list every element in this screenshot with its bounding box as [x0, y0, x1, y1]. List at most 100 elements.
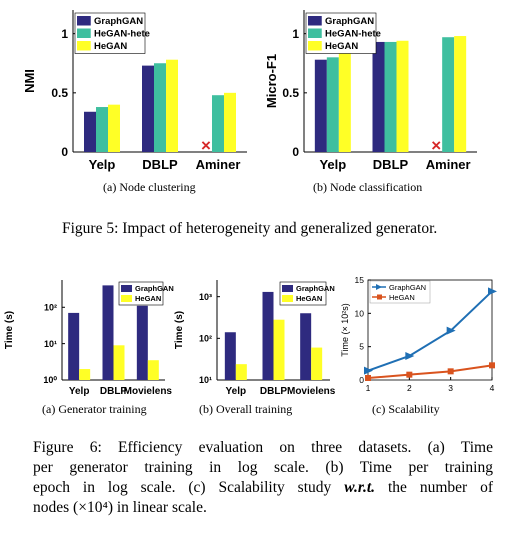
x-tick-label: DBLP: [100, 386, 128, 397]
legend-swatch: [308, 16, 322, 26]
data-point-graphgan: [488, 287, 497, 296]
figure-6-line-1: Figure 6: Efficiency evaluation on three…: [33, 439, 493, 456]
bar-hegan: [338, 52, 351, 152]
bar-graphgan: [142, 65, 154, 152]
y-tick-label: 0: [292, 145, 299, 159]
nmi-chart: 0 0.5 1 NMI Yelp DBLP × Aminer GraphGAN HeGAN-het…: [22, 10, 247, 172]
missing-value-marker: ×: [431, 136, 441, 155]
y-tick-label: 1: [61, 27, 68, 41]
y-tick-label: 10¹: [44, 339, 57, 349]
legend-swatch: [77, 28, 91, 38]
y-axis-label: NMI: [22, 69, 37, 93]
legend-swatch: [308, 28, 322, 38]
x-tick-label: 3: [448, 383, 453, 393]
bar-hegan: [235, 364, 247, 380]
legend-label: HeGAN: [296, 294, 322, 303]
y-tick-label: 1: [292, 27, 299, 41]
x-tick-label: 1: [366, 383, 371, 393]
overall-training-chart: 10¹ 10² 10³ Time (s) Yelp DBLP Movielens GraphG…: [174, 280, 336, 397]
data-point-hegan: [365, 375, 371, 381]
missing-value-marker: ×: [201, 136, 211, 155]
bar-graphgan: [84, 111, 96, 152]
bar-hegan: [113, 345, 125, 380]
bar-hegan: [454, 36, 467, 152]
figure-6-line-4: nodes (×10⁴) in linear scale.: [33, 499, 207, 516]
x-tick-label: Aminer: [196, 157, 241, 172]
bar-hegan: [273, 319, 285, 380]
y-tick-label: 10²: [44, 302, 57, 312]
y-tick-label: 10²: [199, 333, 212, 343]
y-tick-label: 10⁰: [43, 375, 57, 385]
y-tick-label: 0: [61, 145, 68, 159]
figure-6-wrt: w.r.t.: [344, 479, 376, 496]
y-axis-label: Time (s): [174, 311, 185, 349]
y-tick-label: 5: [359, 342, 364, 352]
x-tick-label: DBLP: [142, 157, 178, 172]
series-line-graphgan: [367, 290, 493, 372]
bar-hegan-hete: [96, 107, 108, 152]
bar-graphgan: [300, 313, 312, 380]
x-tick-label: Movielens: [124, 386, 173, 397]
y-tick-label: 0.5: [282, 86, 299, 100]
legend-label: HeGAN: [325, 41, 358, 52]
x-tick-label: Aminer: [426, 157, 471, 172]
x-tick-label: Movielens: [287, 386, 336, 397]
x-tick-label: DBLP: [260, 386, 288, 397]
legend-label: GraphGAN: [325, 16, 374, 27]
x-tick-label: 2: [407, 383, 412, 393]
data-point-graphgan: [364, 366, 373, 375]
bar-graphgan: [224, 332, 236, 380]
caption-generator-training: (a) Generator training: [42, 402, 147, 416]
data-point-graphgan: [405, 352, 415, 360]
y-tick-label: 10¹: [199, 375, 212, 385]
legend-marker: [376, 284, 382, 290]
legend-swatch: [77, 41, 91, 51]
y-tick-label: 0: [359, 375, 364, 385]
y-tick-label: 15: [355, 275, 365, 285]
legend-label: HeGAN-hete: [325, 29, 381, 40]
caption-scalability: (c) Scalability: [372, 402, 440, 416]
caption-overall-training: (b) Overall training: [199, 402, 293, 416]
y-axis-label: Time (× 10²s): [340, 303, 350, 356]
bar-hegan: [166, 59, 178, 153]
x-tick-label: Yelp: [319, 157, 346, 172]
legend-swatch: [77, 16, 91, 26]
legend-swatch: [121, 295, 132, 302]
legend-label: GraphGAN: [94, 16, 143, 27]
bar-hegan-hete: [212, 95, 224, 152]
bar-hegan-hete: [384, 41, 397, 153]
y-tick-label: 10³: [199, 292, 212, 302]
legend-label: HeGAN: [135, 294, 161, 303]
legend-swatch: [308, 41, 322, 51]
legend-marker: [377, 294, 382, 300]
bar-hegan: [147, 360, 159, 380]
bar-graphgan: [102, 285, 114, 380]
y-axis-label: Time (s): [4, 311, 15, 349]
x-tick-label: 4: [490, 383, 495, 393]
bar-hegan: [224, 92, 236, 152]
bar-graphgan: [262, 291, 274, 380]
caption-node-clustering: (a) Node clustering: [103, 180, 196, 194]
figure-6-caption: Figure 6: Efficiency evaluation on three…: [33, 438, 493, 518]
bar-graphgan: [68, 312, 80, 380]
bar-hegan: [311, 347, 323, 380]
x-tick-label: Yelp: [89, 157, 116, 172]
data-point-graphgan: [446, 326, 456, 335]
figure-6-line-2: per generator training in log scale. (b)…: [33, 459, 493, 476]
microf1-chart: 0 0.5 1 Micro-F1 Yelp DBLP × Aminer GraphGAN HeGA…: [264, 10, 477, 172]
data-point-hegan: [406, 371, 413, 378]
figure-6-line-3-b: the number of: [375, 479, 493, 496]
legend-label: GraphGAN: [135, 284, 174, 293]
data-point-hegan: [447, 368, 454, 375]
x-tick-label: Yelp: [226, 386, 247, 397]
legend-swatch: [121, 285, 132, 292]
y-axis-label: Micro-F1: [264, 54, 279, 108]
bar-hegan-hete: [326, 57, 339, 153]
legend-label: HeGAN: [389, 293, 415, 302]
figure-5-caption: Figure 5: Impact of heterogeneity and ge…: [62, 220, 438, 237]
bar-graphgan: [372, 41, 385, 153]
x-tick-label: DBLP: [373, 157, 409, 172]
figure-6-line-3-a: epoch in log scale. (c) Scalability stud…: [33, 479, 345, 496]
